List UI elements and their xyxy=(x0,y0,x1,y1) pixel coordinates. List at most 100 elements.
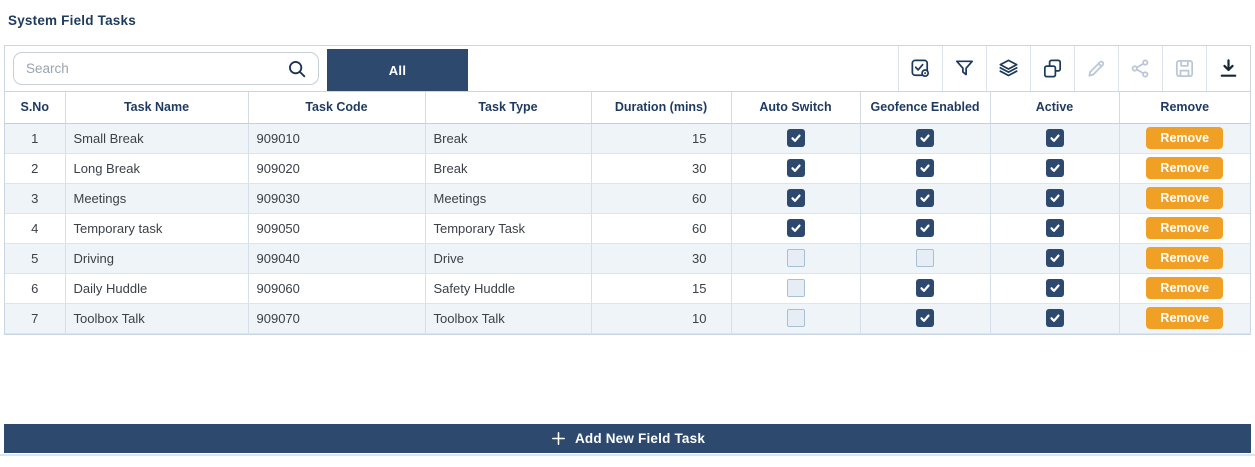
bottom-divider xyxy=(0,454,1255,456)
cell-duration: 60 xyxy=(591,213,732,244)
cell-task-type: Safety Huddle xyxy=(425,273,592,304)
table-row: 5 Driving 909040 Drive 30 Remove xyxy=(5,243,1250,274)
remove-button[interactable]: Remove xyxy=(1146,247,1224,269)
geofence-enabled-checkbox-checked[interactable] xyxy=(916,159,934,177)
remove-button[interactable]: Remove xyxy=(1146,307,1224,329)
cell-sno: 6 xyxy=(5,273,66,304)
remove-button[interactable]: Remove xyxy=(1146,157,1224,179)
cell-sno: 5 xyxy=(5,243,66,274)
auto-switch-checkbox-checked[interactable] xyxy=(786,129,805,147)
column-header-geofence-enabled: Geofence Enabled xyxy=(860,92,991,124)
column-header-active: Active xyxy=(990,92,1120,124)
toolbar-spacer xyxy=(468,46,898,91)
geofence-enabled-checkbox-checked[interactable] xyxy=(916,129,934,147)
cell-duration: 60 xyxy=(591,183,732,214)
toolbar: All xyxy=(5,46,1250,92)
cell-task-type: Temporary Task xyxy=(425,213,592,244)
cell-task-code: 909060 xyxy=(248,273,426,304)
column-header-task-code: Task Code xyxy=(248,92,426,124)
active-checkbox-checked[interactable] xyxy=(1045,309,1064,327)
save-icon xyxy=(1162,46,1206,91)
table-row: 2 Long Break 909020 Break 30 Remove xyxy=(5,153,1250,184)
cell-task-name: Temporary task xyxy=(65,213,249,244)
geofence-enabled-checkbox-checked[interactable] xyxy=(916,189,934,207)
table-row: 6 Daily Huddle 909060 Safety Huddle 15 Remove xyxy=(5,273,1250,304)
geofence-enabled-checkbox-checked[interactable] xyxy=(916,219,934,237)
cell-task-code: 909030 xyxy=(248,183,426,214)
cell-sno: 7 xyxy=(5,303,66,334)
cell-task-name: Meetings xyxy=(65,183,249,214)
column-header-remove: Remove xyxy=(1119,92,1250,124)
layers-icon[interactable] xyxy=(986,46,1030,91)
copy-icon[interactable] xyxy=(1030,46,1074,91)
cell-sno: 1 xyxy=(5,123,66,154)
cell-sno: 2 xyxy=(5,153,66,184)
tab-all[interactable]: All xyxy=(327,49,468,91)
remove-button[interactable]: Remove xyxy=(1146,277,1224,299)
field-tasks-table: S.No Task Name Task Code Task Type Duration … xyxy=(5,92,1250,334)
auto-switch-checkbox-checked[interactable] xyxy=(786,219,805,237)
page-title: System Field Tasks xyxy=(8,13,136,28)
cell-task-code: 909050 xyxy=(248,213,426,244)
edit-icon xyxy=(1074,46,1118,91)
column-header-task-type: Task Type xyxy=(425,92,592,124)
search-input[interactable] xyxy=(26,61,286,76)
download-icon[interactable] xyxy=(1206,46,1250,91)
column-header-auto-switch: Auto Switch xyxy=(731,92,861,124)
geofence-enabled-checkbox-checked[interactable] xyxy=(916,279,934,297)
add-new-field-task-label: Add New Field Task xyxy=(574,431,706,446)
cell-duration: 10 xyxy=(591,303,732,334)
select-verified-icon[interactable] xyxy=(898,46,942,91)
cell-task-type: Meetings xyxy=(425,183,592,214)
auto-switch-checkbox-unchecked[interactable] xyxy=(786,279,805,297)
geofence-enabled-checkbox-checked[interactable] xyxy=(916,309,934,327)
remove-button[interactable]: Remove xyxy=(1146,187,1224,209)
table-row: 4 Temporary task 909050 Temporary Task 60 Rem… xyxy=(5,213,1250,244)
cell-task-type: Toolbox Talk xyxy=(425,303,592,334)
auto-switch-checkbox-unchecked[interactable] xyxy=(786,309,805,327)
cell-task-name: Small Break xyxy=(65,123,249,154)
table-row: 3 Meetings 909030 Meetings 60 Remove xyxy=(5,183,1250,214)
cell-task-type: Break xyxy=(425,153,592,184)
auto-switch-checkbox-unchecked[interactable] xyxy=(786,249,805,267)
cell-duration: 30 xyxy=(591,153,732,184)
table-header-row: S.No Task Name Task Code Task Type Duration … xyxy=(5,92,1250,124)
cell-task-code: 909040 xyxy=(248,243,426,274)
column-header-task-name: Task Name xyxy=(65,92,249,124)
table-row: 7 Toolbox Talk 909070 Toolbox Talk 10 Remove xyxy=(5,303,1250,334)
share-icon xyxy=(1118,46,1162,91)
cell-task-name: Driving xyxy=(65,243,249,274)
cell-duration: 15 xyxy=(591,273,732,304)
cell-task-name: Daily Huddle xyxy=(65,273,249,304)
remove-button[interactable]: Remove xyxy=(1146,217,1224,239)
search-icon[interactable] xyxy=(286,58,308,80)
auto-switch-checkbox-checked[interactable] xyxy=(786,189,805,207)
auto-switch-checkbox-checked[interactable] xyxy=(786,159,805,177)
column-header-s-no: S.No xyxy=(5,92,66,124)
filter-icon[interactable] xyxy=(942,46,986,91)
plus-icon xyxy=(550,430,567,447)
remove-button[interactable]: Remove xyxy=(1146,127,1224,149)
cell-task-code: 909010 xyxy=(248,123,426,154)
active-checkbox-checked[interactable] xyxy=(1045,159,1064,177)
add-new-field-task-button[interactable]: Add New Field Task xyxy=(4,424,1251,453)
geofence-enabled-checkbox-unchecked[interactable] xyxy=(916,249,934,267)
active-checkbox-checked[interactable] xyxy=(1045,219,1064,237)
toolbar-icons xyxy=(898,46,1250,91)
cell-sno: 4 xyxy=(5,213,66,244)
table-row: 1 Small Break 909010 Break 15 Remove xyxy=(5,123,1250,154)
cell-task-name: Long Break xyxy=(65,153,249,184)
cell-duration: 15 xyxy=(591,123,732,154)
active-checkbox-checked[interactable] xyxy=(1045,249,1064,267)
search-box[interactable] xyxy=(13,52,319,85)
active-checkbox-checked[interactable] xyxy=(1045,279,1064,297)
cell-task-type: Drive xyxy=(425,243,592,274)
cell-task-code: 909020 xyxy=(248,153,426,184)
cell-sno: 3 xyxy=(5,183,66,214)
field-tasks-tbody: 1 Small Break 909010 Break 15 Remove 2 Long Bre… xyxy=(5,123,1250,334)
active-checkbox-checked[interactable] xyxy=(1045,189,1064,207)
cell-task-name: Toolbox Talk xyxy=(65,303,249,334)
cell-task-code: 909070 xyxy=(248,303,426,334)
active-checkbox-checked[interactable] xyxy=(1045,129,1064,147)
